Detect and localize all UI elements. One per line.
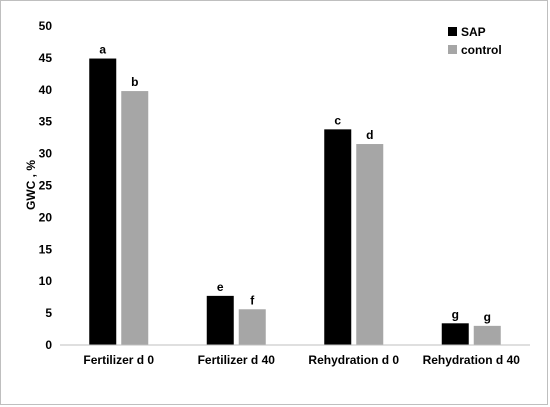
bar-labels-group: a b e f c d g g [99,43,491,324]
y-axis-title: GWC , % [24,160,38,210]
y-axis-ticks: 0 5 10 15 20 25 30 35 40 45 50 [39,19,53,352]
y-tick-label: 45 [39,51,53,65]
x-category-label: Fertilizer d 40 [198,353,276,367]
bar-sap-0 [89,58,117,346]
bar-control-3 [473,325,501,345]
y-tick-label: 0 [45,338,52,352]
bar-data-label: g [452,307,459,321]
y-tick-label: 25 [39,179,53,193]
bar-data-label: b [131,75,138,89]
bars-group [89,58,501,346]
y-tick-label: 20 [39,210,53,224]
legend-label-control: control [461,43,502,57]
bar-control-1 [238,309,266,345]
y-tick-label: 30 [39,147,53,161]
y-tick-label: 35 [39,115,53,129]
bar-control-0 [121,91,149,346]
x-category-label: Rehydration d 40 [423,353,521,367]
legend-swatch-sap [448,27,457,36]
bar-data-label: a [99,43,106,57]
bar-control-2 [356,144,384,345]
bar-sap-3 [441,323,469,345]
bar-data-label: d [366,128,373,142]
bar-data-label: f [250,293,255,307]
x-axis-category-labels: Fertilizer d 0 Fertilizer d 40 Rehydration… [83,353,520,367]
y-tick-label: 15 [39,242,53,256]
y-tick-label: 10 [39,274,53,288]
y-tick-label: 5 [45,306,52,320]
bar-data-label: e [217,280,224,294]
legend: SAP control [448,25,502,57]
legend-label-sap: SAP [461,25,486,39]
legend-swatch-control [448,45,457,54]
y-tick-label: 50 [39,19,53,33]
bar-data-label: c [334,113,341,127]
y-tick-label: 40 [39,83,53,97]
bar-data-label: g [484,310,491,324]
bar-sap-1 [206,295,234,345]
bar-sap-2 [324,129,352,345]
x-category-label: Rehydration d 0 [308,353,399,367]
x-category-label: Fertilizer d 0 [83,353,154,367]
